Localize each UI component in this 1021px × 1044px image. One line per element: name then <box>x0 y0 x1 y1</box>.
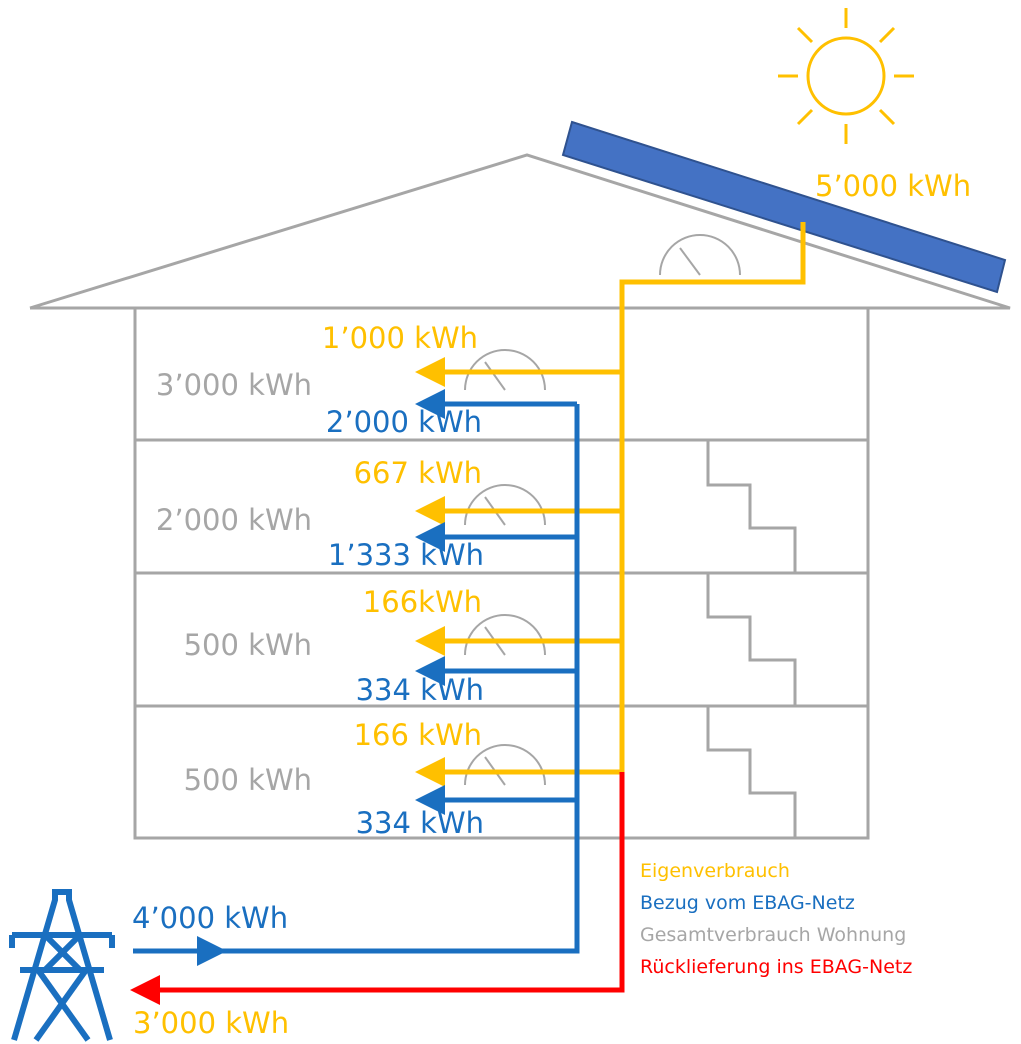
sun <box>778 8 914 144</box>
self-label: 166 kWh <box>354 718 482 752</box>
power-pylon <box>12 892 112 1040</box>
grid-label: 1’333 kWh <box>328 538 484 572</box>
grid-label: 2’000 kWh <box>326 405 482 439</box>
self-label: 166kWh <box>363 585 482 619</box>
total-label: 2’000 kWh <box>156 503 312 537</box>
house <box>30 155 1010 838</box>
legend-entry: Eigenverbrauch <box>640 860 790 882</box>
legend-entry: Gesamtverbrauch Wohnung <box>640 924 906 946</box>
grid-import-label: 4’000 kWh <box>132 901 288 935</box>
legend-entry: Bezug vom EBAG-Netz <box>640 892 855 914</box>
export-flow <box>145 772 622 990</box>
solar-label: 5’000 kWh <box>815 169 971 203</box>
total-label: 500 kWh <box>184 763 312 797</box>
solar-panel <box>563 122 1005 292</box>
self-label: 1’000 kWh <box>322 321 478 355</box>
total-label: 3’000 kWh <box>156 368 312 402</box>
self-label: 667 kWh <box>354 456 482 490</box>
page: 5’000 kWh 1’000 kWh 3’000 kWh 2’000 kWh … <box>0 0 1021 1044</box>
grid-label: 334 kWh <box>356 806 484 840</box>
legend-entry: Rücklieferung ins EBAG-Netz <box>640 956 912 978</box>
grid-export-label: 3’000 kWh <box>133 1006 289 1040</box>
total-label: 500 kWh <box>184 628 312 662</box>
diagram: 5’000 kWh 1’000 kWh 3’000 kWh 2’000 kWh … <box>0 0 1021 1044</box>
grid-label: 334 kWh <box>356 673 484 707</box>
